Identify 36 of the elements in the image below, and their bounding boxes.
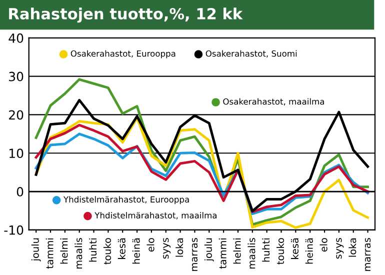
y-tick-label: 40	[8, 33, 24, 43]
x-tick-label: tammi	[218, 238, 226, 269]
x-tick-label: kesä	[290, 238, 298, 259]
x-tick-label: huhti	[89, 238, 97, 262]
legend-label: Osakerahastot, Suomi	[206, 50, 297, 58]
x-tick-label: heinä	[132, 238, 140, 264]
x-tick-label: syys	[163, 238, 171, 259]
y-tick-label: 20	[9, 110, 24, 120]
x-tick-label: loka	[348, 238, 356, 257]
x-tick-label: heinä	[305, 238, 313, 264]
x-tick-label: syys	[336, 238, 344, 259]
x-tick-label: huhti	[262, 238, 270, 262]
y-tick-label: 10	[9, 148, 24, 158]
chart-title: Rahastojen tuotto,%, 12 kk	[9, 8, 243, 23]
x-tick-label: elo	[320, 238, 328, 252]
x-tick-label: helmi	[60, 238, 68, 264]
x-tick-label: elo	[146, 238, 154, 252]
y-tick-label: -10	[4, 225, 24, 235]
legend-label: Yhdistelmärahastot, Eurooppa	[63, 196, 189, 204]
x-tick-label: maalis	[248, 238, 256, 269]
x-tick-label: touko	[103, 238, 112, 264]
legend-label: Osakerahastot, maailma	[223, 98, 324, 106]
x-tick-label: loka	[176, 238, 184, 257]
x-tick-label: marras	[192, 238, 198, 271]
x-tick-label: joulu	[204, 238, 214, 262]
x-tick-label: helmi	[233, 238, 241, 264]
legend-label: Osakerahastot, Eurooppa	[70, 50, 176, 58]
x-tick-label: maalis	[74, 238, 82, 269]
x-tick-label: marras	[365, 238, 371, 271]
legend-label: Yhdistelmärahastot, maailma	[94, 212, 217, 220]
x-tick-label: kesä	[118, 238, 126, 259]
y-tick-label: 0	[16, 186, 24, 196]
x-tick-label: joulu	[31, 238, 41, 262]
x-tick-label: tammi	[46, 238, 54, 269]
x-tick-label: touko	[276, 238, 284, 264]
y-tick-label: 30	[9, 72, 24, 82]
